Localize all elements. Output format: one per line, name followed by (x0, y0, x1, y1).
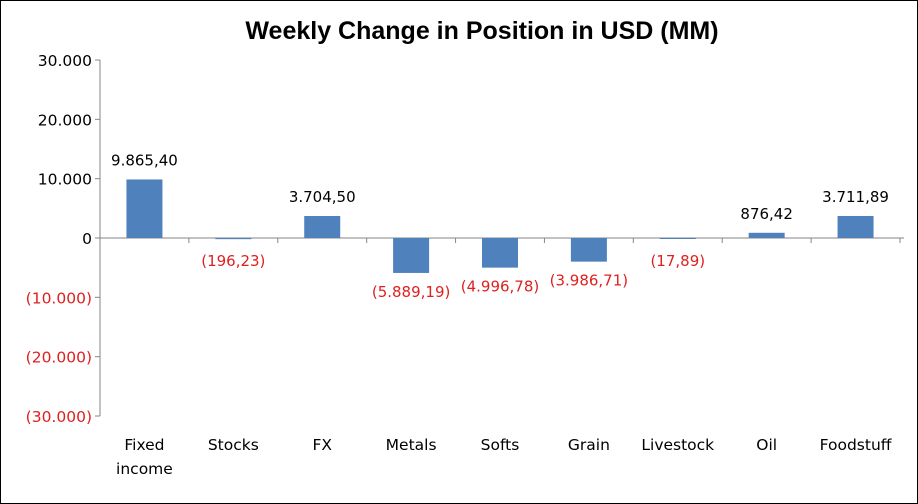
data-label: 876,42 (740, 205, 793, 223)
chart-title: Weekly Change in Position in USD (MM) (245, 17, 718, 45)
category-label: Livestock (641, 436, 714, 454)
data-label: (3.986,71) (550, 272, 629, 290)
data-label: 9.865,40 (111, 151, 178, 169)
y-tick-label: 30.000 (38, 52, 92, 70)
category-label: Foodstuff (820, 436, 892, 454)
y-tick-label: 20.000 (38, 111, 92, 129)
y-tick-label: (10.000) (26, 289, 92, 307)
category-label: Fixed income (116, 436, 173, 478)
data-label: 3.711,89 (822, 188, 889, 206)
category-label: Metals (386, 436, 437, 454)
bar (837, 215, 874, 238)
data-labels: 9.865,40 (196,23) 3.704,50 (5.889,19) (4.996… (111, 151, 889, 300)
category-label: Stocks (208, 436, 259, 454)
bar (482, 238, 518, 268)
data-label: (196,23) (201, 252, 265, 270)
bar (304, 216, 341, 238)
bar (215, 238, 252, 240)
bar (393, 238, 430, 273)
x-axis: Fixed income Stocks FX Metals Softs Grain Lives… (99, 237, 904, 478)
y-tick-label: (30.000) (26, 408, 92, 426)
category-label: Softs (481, 436, 520, 454)
y-tick-label: (20.000) (26, 349, 92, 367)
category-label: FX (312, 436, 332, 454)
data-label: 3.704,50 (289, 188, 356, 206)
category-label: Grain (568, 436, 610, 454)
data-label: (17,89) (650, 252, 705, 270)
bar-series (126, 179, 874, 273)
y-axis: 30.000 20.000 10.000 0 (10.000) (20.000) (30.0… (26, 52, 101, 426)
bar (659, 238, 696, 239)
y-tick-label: 10.000 (38, 171, 92, 189)
bar (748, 232, 785, 238)
y-tick-label: 0 (82, 230, 92, 248)
bar (126, 179, 163, 238)
data-label: (5.889,19) (372, 283, 451, 301)
bar (570, 238, 607, 262)
data-label: (4.996,78) (461, 278, 540, 296)
category-label: Oil (756, 436, 777, 454)
